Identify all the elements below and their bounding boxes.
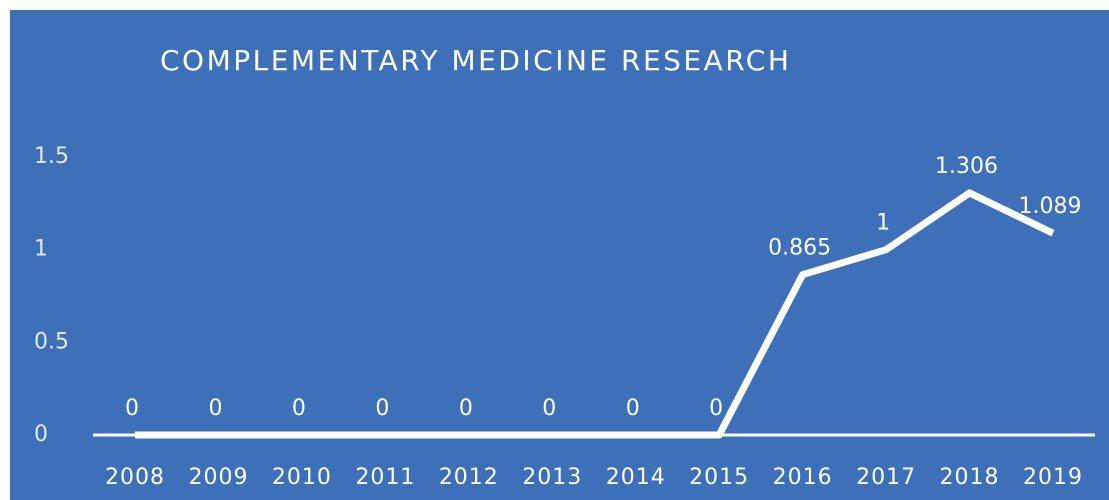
data-label: 1.089 — [1019, 194, 1082, 219]
x-tick-label: 2010 — [272, 465, 332, 490]
data-label: 0 — [208, 396, 222, 421]
data-label: 0 — [709, 396, 723, 421]
x-tick-label: 2015 — [689, 465, 749, 490]
x-tick-label: 2012 — [439, 465, 499, 490]
data-label: 0 — [459, 396, 473, 421]
data-label: 1 — [876, 211, 890, 236]
background — [10, 10, 1109, 500]
x-tick-label: 2018 — [940, 465, 1000, 490]
x-tick-label: 2009 — [188, 465, 248, 490]
x-tick-label: 2016 — [773, 465, 833, 490]
y-tick-label: 0 — [34, 422, 48, 447]
y-tick-label: 0.5 — [34, 329, 69, 354]
data-label: 1.306 — [935, 154, 998, 179]
chart-title: COMPLEMENTARY MEDICINE RESEARCH — [160, 44, 791, 77]
data-label: 0 — [292, 396, 306, 421]
data-label: 0 — [626, 396, 640, 421]
y-tick-label: 1 — [34, 237, 48, 262]
x-tick-label: 2011 — [355, 465, 415, 490]
x-tick-label: 2014 — [606, 465, 666, 490]
data-label: 0.865 — [768, 236, 831, 261]
line — [135, 189, 1055, 439]
x-tick-label: 2008 — [105, 465, 165, 490]
data-label: 0 — [542, 396, 556, 421]
data-label: 0 — [125, 396, 139, 421]
x-tick-label: 2013 — [522, 465, 582, 490]
x-tick-label: 2019 — [1023, 465, 1083, 490]
data-label: 0 — [375, 396, 389, 421]
x-tick-label: 2017 — [856, 465, 916, 490]
y-tick-label: 1.5 — [34, 144, 69, 169]
